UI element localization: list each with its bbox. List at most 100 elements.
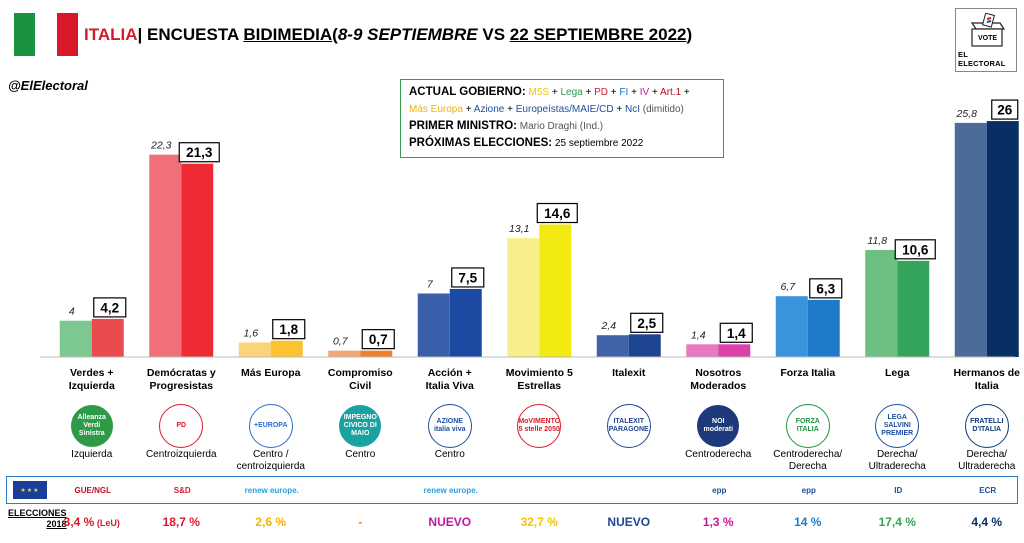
bar-new-10	[986, 121, 1019, 358]
bar-new-2	[270, 340, 303, 357]
label-new-box-3	[361, 329, 395, 350]
eu-flag-icon: ★★★	[13, 481, 47, 499]
bar-new-9	[897, 260, 930, 357]
page-title: ITALIA| ENCUESTA BIDIMEDIA(8-9 SEPTIEMBR…	[84, 25, 692, 45]
category-label-3: Compromiso Civil	[327, 367, 393, 392]
party-logo-7: NOI moderati	[693, 402, 743, 450]
eu-group-6: ID	[894, 485, 903, 495]
election-value: 3,4 %	[63, 515, 95, 529]
label-new-box-1	[178, 142, 220, 163]
gov-line-2: Más Europa + Azione + Europeístas/MAIE/C…	[409, 101, 715, 118]
category-label-9: Lega	[884, 367, 910, 379]
election-2018-5: 32,7 %	[494, 515, 584, 529]
party-logo-mark-7: NOI moderati	[696, 404, 741, 448]
party-logo-9: LEGA SALVINI PREMIER	[872, 402, 922, 450]
party-logo-2: +EUROPA	[246, 402, 296, 450]
category-label-1: Demócratas y Progresistas	[146, 367, 216, 392]
eu-stars: ★★★	[13, 481, 47, 499]
title-pollster: BIDIMEDIA	[243, 25, 333, 44]
category-label-10: Hermanos de Italia	[953, 367, 1021, 392]
category-label-2: Más Europa	[240, 367, 301, 379]
category-label-5: Movimiento 5 Estrellas	[505, 367, 573, 392]
election-value: -	[358, 515, 363, 529]
election-value: 4,4 %	[971, 515, 1003, 529]
ideology-3: Centro	[345, 449, 376, 460]
election-value: 2,6 %	[255, 515, 287, 529]
bar-old-1	[149, 154, 182, 357]
election-value: NUEVO	[428, 515, 472, 529]
eu-group-7: ECR	[979, 485, 997, 495]
ideology-8: Centroderecha/ Derecha	[773, 449, 843, 472]
party-logo-10: FRATELLI D'ITALIA	[962, 402, 1012, 450]
election-2018-0: 3,4 % (LeU)	[47, 515, 137, 529]
label-old-8: 6,7	[780, 281, 796, 293]
party-logo-mark-9: LEGA SALVINI PREMIER	[875, 404, 920, 448]
government-info-box: ACTUAL GOBIERNO: M5S + Lega + PD + FI + …	[400, 79, 724, 158]
label-new-8: 6,3	[816, 281, 835, 296]
election-2018-6: NUEVO	[584, 515, 674, 529]
label-new-2: 1,8	[279, 322, 298, 337]
party-logo-4: AZIONE italia viva	[425, 402, 475, 450]
italian-flag	[14, 13, 78, 56]
gov-line-1: ACTUAL GOBIERNO: M5S + Lega + PD + FI + …	[409, 84, 715, 101]
eu-group-1: S&D	[173, 485, 191, 495]
gov-party-0: M5S	[528, 87, 550, 98]
label-old-0: 4	[69, 306, 75, 318]
label-new-box-2	[272, 319, 306, 340]
gov-party-3: +	[504, 104, 516, 115]
bar-new-7	[718, 344, 751, 357]
next-elections-line: PRÓXIMAS ELECCIONES: 25 septiembre 2022	[409, 135, 715, 152]
gov-party-7: +	[628, 87, 640, 98]
brand-name: EL ELECTORAL	[958, 50, 1006, 68]
election-note: (LeU)	[94, 518, 120, 528]
label-old-2: 1,6	[243, 327, 258, 339]
category-label-7: Nosotros Moderados	[690, 367, 747, 392]
gov-party-0: Más Europa	[409, 104, 463, 115]
bar-new-8	[807, 299, 840, 357]
label-new-box-10	[991, 99, 1019, 120]
label-new-10: 26	[997, 103, 1013, 118]
ideology-7: Centroderecha	[685, 449, 752, 460]
bar-new-4	[449, 288, 482, 357]
ideology-1: Centroizquierda	[145, 449, 217, 460]
gov-party-9: +	[649, 87, 661, 98]
gov-party-11: +	[681, 87, 690, 98]
bar-chart: 4 4,2 22,3 21,3 1,6 1,8 0,7 0,7 7 7,5 13,1 14,6 2,4 2…	[40, 99, 1019, 358]
eu-group-0: GUE/NGL	[74, 485, 111, 495]
bar-old-6	[596, 335, 629, 357]
pm-value: Mario Draghi (Ind.)	[519, 121, 604, 132]
ideology-10: Derecha/ Ultraderecha	[958, 449, 1016, 472]
label-old-6: 2,4	[600, 320, 616, 332]
category-label-8: Forza Italia	[780, 367, 836, 379]
gov-party-5: +	[608, 87, 620, 98]
twitter-handle: @ElElectoral	[8, 78, 88, 93]
brand-vote-text: VOTE	[978, 35, 997, 42]
party-logo-mark-5: MoVIMENTO 5 stelle 2050	[517, 404, 562, 448]
election-2018-1: 18,7 %	[136, 515, 226, 529]
party-logo-mark-2: +EUROPA	[248, 404, 293, 448]
election-2018-8: 14 %	[763, 515, 853, 529]
next-value: 25 septiembre 2022	[554, 138, 644, 149]
election-2018-2: 2,6 %	[226, 515, 316, 529]
label-new-5: 14,6	[544, 206, 571, 221]
label-new-box-9	[894, 239, 936, 260]
ideology-0: Izquierda	[71, 449, 113, 460]
eu-group-5: epp	[801, 485, 816, 495]
election-value: 32,7 %	[520, 515, 558, 529]
gov-party-10: Art.1	[660, 87, 682, 98]
title-separator: |	[137, 25, 143, 44]
flag-white	[35, 13, 57, 56]
ideology-4: Centro	[434, 449, 465, 460]
label-new-4: 7,5	[458, 270, 477, 285]
ideology-9: Derecha/ Ultraderecha	[868, 449, 926, 472]
gov-party-6: FI	[619, 87, 629, 98]
election-value: 17,4 %	[878, 515, 916, 529]
bar-new-6	[628, 334, 661, 357]
bar-old-2	[238, 342, 271, 357]
elections-label: ELECCIONES 2018	[8, 508, 67, 529]
label-new-6: 2,5	[637, 316, 656, 331]
bar-old-0	[59, 320, 92, 357]
bar-old-7	[686, 344, 719, 357]
election-2018-9: 17,4 %	[852, 515, 942, 529]
gov-party-6: NcI	[624, 104, 640, 115]
